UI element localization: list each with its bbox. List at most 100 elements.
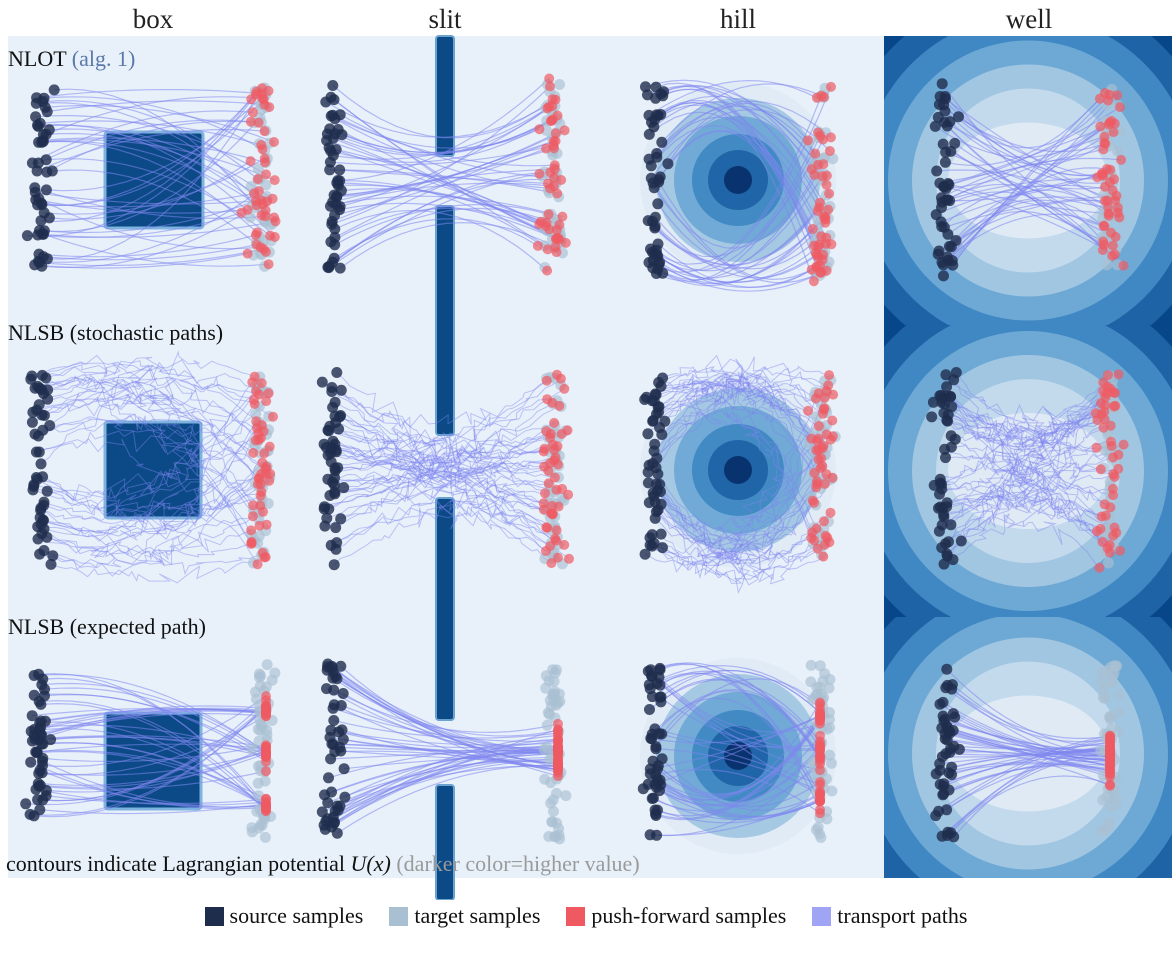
sample-dot	[261, 804, 271, 814]
sample-dot	[328, 699, 340, 711]
transport-path	[946, 126, 1101, 190]
sample-dot	[539, 443, 550, 454]
sample-dot	[1101, 388, 1112, 399]
transport-path	[34, 187, 266, 220]
legend-label: push-forward samples	[591, 903, 787, 928]
transport-path	[334, 129, 565, 196]
sample-dot	[544, 73, 555, 84]
transport-path	[35, 191, 262, 205]
transport-path	[40, 377, 260, 465]
sample-dot	[261, 794, 271, 805]
sample-dot	[949, 711, 961, 723]
transport-path	[940, 395, 1097, 444]
sample-dot	[659, 415, 671, 427]
sample-dot	[551, 787, 562, 799]
transport-path	[42, 677, 267, 807]
transport-path	[944, 448, 1114, 496]
sample-dot	[544, 753, 556, 765]
sample-dot	[945, 519, 957, 531]
sample-dot	[815, 463, 826, 473]
sample-dot	[334, 262, 346, 274]
sample-dot	[549, 472, 560, 483]
transport-path	[652, 389, 818, 485]
transport-path	[942, 467, 1111, 509]
sample-dot	[649, 220, 661, 232]
transport-path	[41, 529, 252, 557]
transport-path	[942, 701, 1111, 756]
sample-dot	[262, 498, 274, 509]
transport-path	[943, 487, 1114, 565]
sample-dot	[34, 779, 46, 791]
sample-dot	[940, 682, 952, 694]
sample-dot	[948, 374, 960, 386]
sample-dot	[251, 239, 262, 250]
sample-dot	[545, 183, 555, 194]
sample-dot	[813, 828, 825, 840]
transport-path	[936, 169, 1120, 218]
transport-path	[42, 483, 259, 538]
sample-dot	[547, 500, 558, 511]
sample-dot	[826, 785, 838, 797]
transport-path	[651, 545, 824, 585]
transport-path	[42, 751, 267, 776]
sample-dot	[650, 462, 662, 474]
sample-dot	[1096, 168, 1107, 179]
transport-path	[327, 477, 552, 564]
sample-dot	[253, 671, 265, 683]
sample-dot	[821, 385, 832, 396]
sample-dot	[261, 749, 271, 760]
transport-path	[948, 730, 1111, 757]
sample-dot	[327, 401, 339, 413]
sample-dot	[321, 683, 332, 695]
legend-label: source samples	[229, 903, 364, 928]
transport-path	[943, 456, 1114, 516]
sample-dot	[47, 550, 59, 562]
sample-dot	[36, 197, 47, 209]
sample-dot	[811, 523, 822, 534]
row-label-nlsb-expected: NLSB (expected path)	[8, 614, 206, 639]
sample-dot	[940, 452, 951, 464]
sample-dot	[261, 519, 272, 530]
transport-path	[32, 367, 254, 423]
sample-dot	[547, 94, 558, 105]
transport-path	[955, 372, 1119, 436]
sample-dot	[248, 500, 259, 511]
transport-path	[46, 515, 254, 566]
sample-dot	[652, 485, 663, 497]
sample-dot	[803, 405, 814, 416]
sample-dot	[322, 797, 334, 809]
sample-dot	[539, 461, 550, 472]
transport-path	[332, 137, 559, 239]
sample-dot	[42, 393, 54, 405]
sample-dot	[264, 441, 275, 452]
sample-dot	[334, 164, 346, 176]
sample-dot	[269, 175, 280, 186]
transport-path	[334, 449, 555, 489]
transport-path	[946, 405, 1116, 504]
sample-dot	[1096, 398, 1106, 409]
sample-dot	[815, 741, 825, 752]
sample-dot	[1110, 231, 1121, 242]
sample-dot	[30, 446, 42, 458]
sample-dot	[654, 691, 666, 703]
transport-path	[39, 480, 270, 537]
sample-dot	[808, 276, 819, 287]
sample-dot	[944, 195, 956, 207]
transport-path	[40, 707, 267, 737]
transport-path	[951, 406, 1102, 436]
sample-dot	[269, 212, 280, 223]
transport-path	[651, 746, 821, 812]
sample-dot	[1116, 154, 1127, 165]
algorithm-reference-link[interactable]: (alg. 1)	[71, 46, 136, 71]
sample-dot	[813, 421, 824, 431]
transport-path	[654, 216, 826, 269]
transport-path	[644, 373, 818, 442]
sample-dot	[825, 132, 836, 143]
transport-path	[648, 373, 817, 466]
sample-dot	[532, 240, 543, 251]
transport-path	[39, 438, 259, 565]
sample-dot	[814, 660, 826, 672]
transport-path	[939, 395, 1098, 532]
sample-dot	[821, 813, 833, 825]
transport-path	[334, 471, 570, 560]
